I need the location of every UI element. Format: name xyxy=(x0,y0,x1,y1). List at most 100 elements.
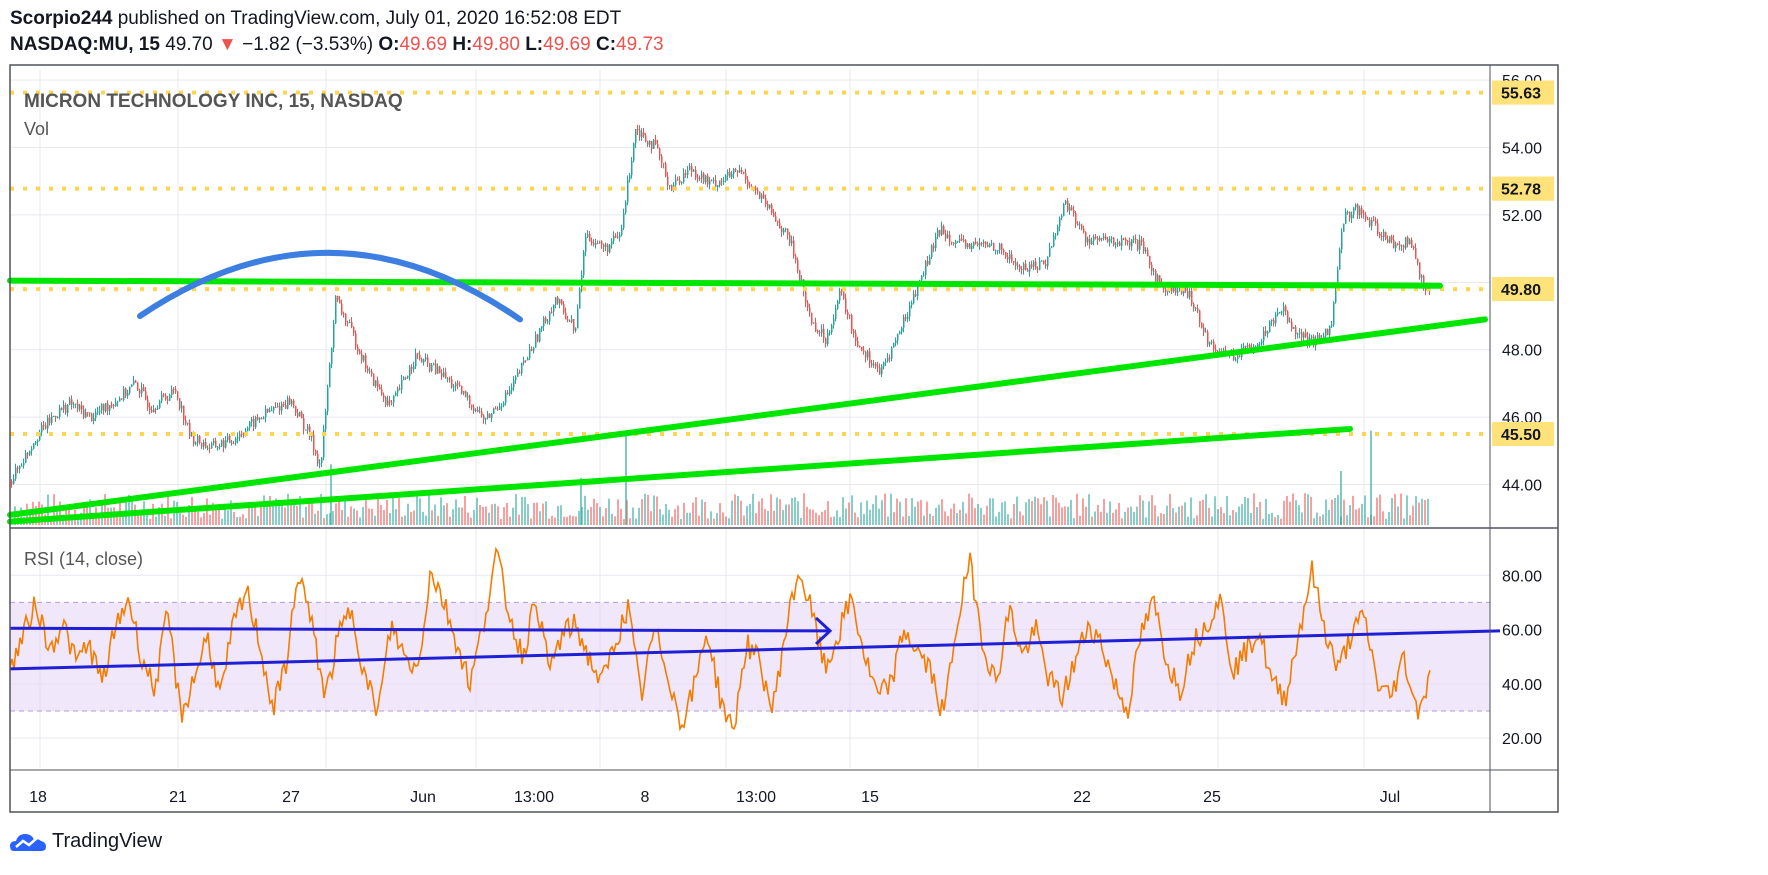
outer-border xyxy=(9,64,1559,813)
volume-bar xyxy=(209,514,211,525)
candle-body xyxy=(1151,264,1153,272)
candle-body xyxy=(991,243,993,245)
change-arrow-icon: ▼ xyxy=(218,34,237,55)
volume-bar xyxy=(395,509,397,525)
candle-body xyxy=(1209,342,1211,345)
candle-body xyxy=(49,417,51,423)
candle-body xyxy=(929,257,931,265)
candle-body xyxy=(879,367,881,375)
candle-body xyxy=(1103,236,1105,239)
candle-body xyxy=(333,323,335,349)
candle-body xyxy=(133,380,135,385)
volume-bar xyxy=(215,508,217,525)
volume-bar xyxy=(236,516,238,525)
volume-bar xyxy=(1418,502,1420,525)
volume-bar xyxy=(1358,508,1360,525)
candle-body xyxy=(833,319,835,326)
volume-bar xyxy=(881,500,883,525)
candle-body xyxy=(339,299,341,304)
volume-bar xyxy=(641,499,643,525)
candle-body xyxy=(765,198,767,205)
volume-bar xyxy=(77,516,79,525)
candle-body xyxy=(1391,236,1393,240)
volume-bar xyxy=(1211,516,1213,525)
candle-body xyxy=(769,204,771,208)
candle-body xyxy=(1099,237,1101,241)
candle-body xyxy=(745,173,747,180)
candle-body xyxy=(211,443,213,449)
candle-body xyxy=(1199,310,1201,323)
volume-bar xyxy=(1010,518,1012,525)
volume-bar xyxy=(860,502,862,525)
candle-body xyxy=(897,334,899,341)
candle-body xyxy=(341,303,343,314)
candle-body xyxy=(273,406,275,411)
candle-body xyxy=(1347,211,1349,213)
volume-bar xyxy=(602,516,604,525)
candle-body xyxy=(531,348,533,351)
volume-bar xyxy=(869,509,871,525)
volume-bar xyxy=(1001,502,1003,525)
candle-body xyxy=(893,343,895,348)
candle-body xyxy=(749,185,751,187)
candle-body xyxy=(1281,311,1283,313)
candle-body xyxy=(717,184,719,187)
candle-body xyxy=(917,281,919,297)
candle-body xyxy=(541,326,543,329)
candle-body xyxy=(439,366,441,374)
candle-body xyxy=(1385,231,1387,240)
candle-body xyxy=(955,241,957,244)
candle-body xyxy=(259,417,261,420)
volume-bar xyxy=(923,515,925,525)
volume-bar xyxy=(590,506,592,525)
volume-bar xyxy=(116,512,118,525)
candle-body xyxy=(1083,228,1085,233)
volume-bar xyxy=(575,516,577,525)
candle-body xyxy=(741,169,743,172)
volume-bar xyxy=(689,512,691,525)
volume-bar xyxy=(830,517,832,525)
candle-body xyxy=(569,320,571,322)
volume-bar xyxy=(1427,498,1429,525)
volume-bar xyxy=(1424,500,1426,525)
candle-body xyxy=(945,233,947,239)
candle-body xyxy=(635,129,637,144)
candle-body xyxy=(89,412,91,414)
volume-bar xyxy=(683,502,685,525)
volume-bar xyxy=(212,502,214,525)
volume-bar xyxy=(239,516,241,525)
candle-body xyxy=(589,233,591,242)
volume-bar xyxy=(413,510,415,525)
candle-body xyxy=(683,173,685,182)
volume-bar xyxy=(1139,495,1141,525)
candle-body xyxy=(981,242,983,244)
candle-body xyxy=(425,357,427,360)
volume-bar xyxy=(1319,516,1321,525)
volume-bar xyxy=(761,498,763,525)
volume-bar xyxy=(1247,498,1249,525)
candle-body xyxy=(1329,326,1331,336)
candle-body xyxy=(847,311,849,316)
volume-bar xyxy=(992,498,994,525)
candle-body xyxy=(1317,334,1319,339)
candle-body xyxy=(797,260,799,271)
volume-bar xyxy=(920,499,922,525)
author-name[interactable]: Scorpio244 xyxy=(10,8,113,29)
candle-body xyxy=(869,351,871,364)
volume-bar xyxy=(1286,495,1288,525)
candle-body xyxy=(811,313,813,324)
volume-bar xyxy=(146,512,148,525)
candle-body xyxy=(129,386,131,394)
volume-bar xyxy=(755,513,757,525)
volume-bar xyxy=(1208,507,1210,525)
candle-body xyxy=(151,410,153,413)
candle-body xyxy=(335,295,337,324)
volume-bar xyxy=(764,508,766,525)
candle-body xyxy=(241,433,243,435)
footer-brand[interactable]: TradingView xyxy=(52,830,163,852)
volume-bar xyxy=(1037,498,1039,525)
volume-bar xyxy=(437,515,439,525)
volume-bar xyxy=(128,494,130,525)
volume-bar xyxy=(560,505,562,525)
